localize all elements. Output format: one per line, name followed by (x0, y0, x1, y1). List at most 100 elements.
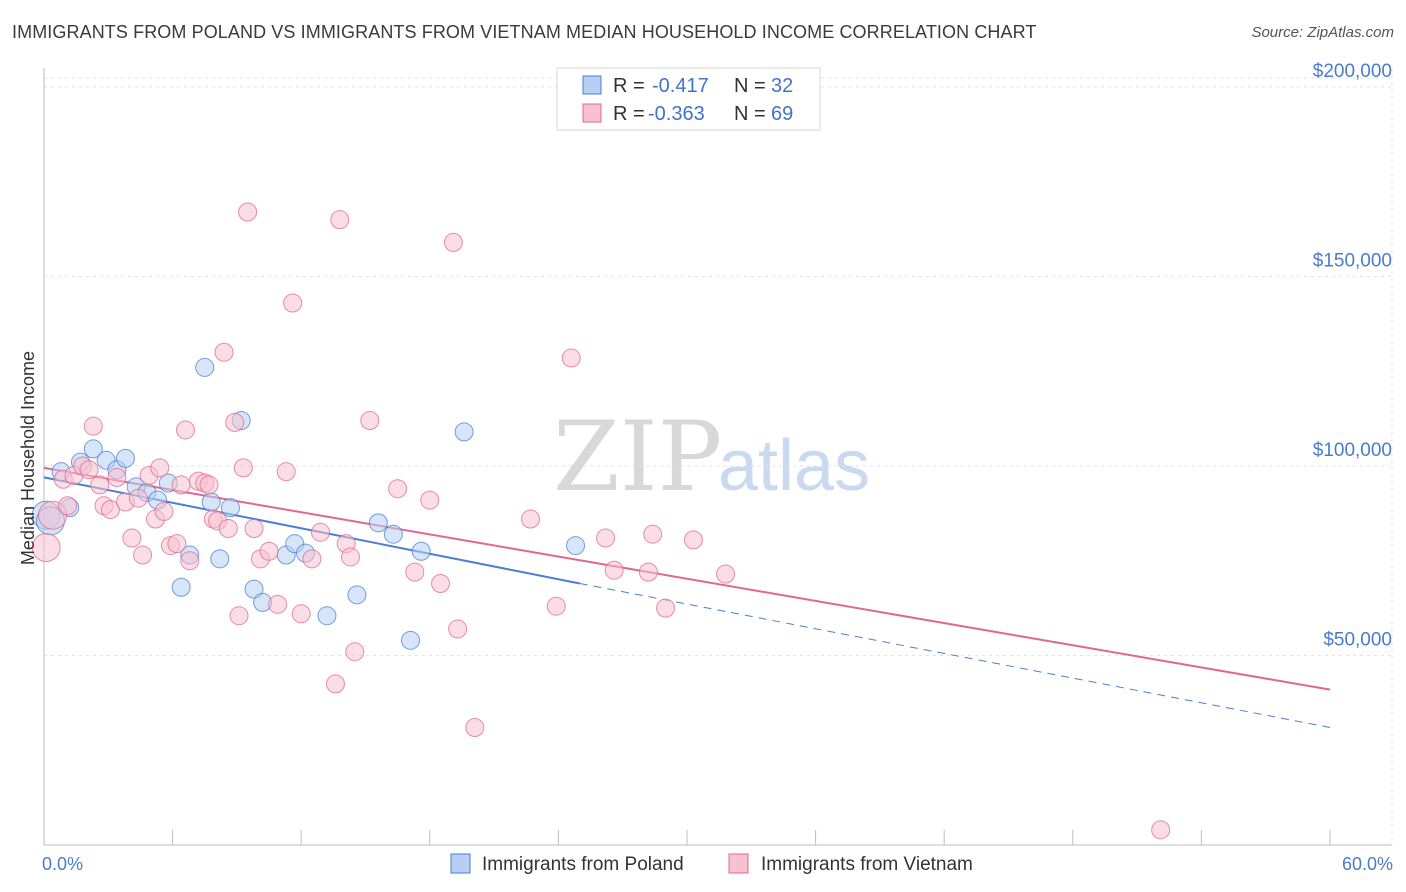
point-vietnam[interactable] (90, 475, 110, 495)
point-vietnam[interactable] (244, 519, 264, 539)
point-vietnam[interactable] (596, 528, 616, 548)
stats-n-label-vietnam: N = (734, 103, 766, 125)
point-vietnam[interactable] (133, 545, 153, 565)
point-vietnam[interactable] (100, 500, 120, 520)
point-vietnam[interactable] (107, 467, 127, 487)
point-vietnam[interactable] (325, 674, 345, 694)
point-vietnam[interactable] (310, 522, 330, 542)
point-poland[interactable] (454, 422, 474, 442)
y-axis-title: Median Household Income (18, 351, 38, 565)
point-poland[interactable] (401, 630, 421, 650)
point-poland[interactable] (201, 492, 221, 512)
point-vietnam[interactable] (716, 564, 736, 584)
legend-swatch-poland[interactable] (450, 853, 471, 874)
stats-swatch-vietnam (582, 103, 602, 123)
point-poland[interactable] (244, 579, 264, 599)
point-vietnam[interactable] (122, 528, 142, 548)
point-vietnam[interactable] (199, 475, 219, 495)
point-vietnam[interactable] (83, 416, 103, 436)
point-vietnam[interactable] (405, 562, 425, 582)
point-vietnam[interactable] (604, 560, 624, 580)
point-vietnam[interactable] (638, 562, 658, 582)
point-poland[interactable] (195, 357, 215, 377)
legend-label-vietnam[interactable]: Immigrants from Vietnam (761, 854, 973, 875)
point-vietnam[interactable] (420, 490, 440, 510)
point-poland[interactable] (368, 513, 388, 533)
point-poland[interactable] (383, 524, 403, 544)
point-vietnam[interactable] (302, 549, 322, 569)
point-vietnam[interactable] (259, 541, 279, 561)
point-vietnam[interactable] (150, 458, 170, 478)
point-vietnam[interactable] (443, 232, 463, 252)
point-vietnam[interactable] (154, 501, 174, 521)
point-vietnam[interactable] (683, 530, 703, 550)
y-tick-label: $150,000 (1313, 250, 1392, 271)
point-vietnam[interactable] (465, 718, 485, 738)
points-layer (31, 202, 1171, 840)
stats-n-value-poland: 32 (771, 75, 793, 97)
point-vietnam[interactable] (268, 594, 288, 614)
point-vietnam[interactable] (58, 496, 78, 516)
point-vietnam[interactable] (175, 420, 195, 440)
y-tick-label: $200,000 (1313, 61, 1392, 82)
point-vietnam[interactable] (340, 547, 360, 567)
labels-layer: $50,000 $100,000 $150,000 $200,000 0.0% 60.0% (42, 61, 1393, 874)
point-vietnam[interactable] (546, 596, 566, 616)
point-vietnam[interactable] (388, 479, 408, 499)
axes-layer (43, 68, 1392, 846)
point-vietnam[interactable] (238, 202, 258, 222)
point-vietnam[interactable] (448, 619, 468, 639)
point-vietnam[interactable] (31, 532, 61, 562)
stats-n-label-poland: N = (734, 75, 766, 97)
y-tick-label: $50,000 (1323, 629, 1392, 650)
stats-r-label-vietnam: R = (613, 103, 645, 125)
point-vietnam[interactable] (561, 348, 581, 368)
point-vietnam[interactable] (330, 210, 350, 230)
point-poland[interactable] (317, 606, 337, 626)
point-vietnam[interactable] (656, 598, 676, 618)
point-poland[interactable] (411, 541, 431, 561)
watermark-zip: ZIP (553, 401, 722, 513)
point-vietnam[interactable] (171, 475, 191, 495)
point-vietnam[interactable] (128, 488, 148, 508)
point-vietnam[interactable] (233, 458, 253, 478)
trendline-extension-poland (579, 582, 1331, 728)
point-poland[interactable] (83, 439, 103, 459)
watermark: ZIP atlas (553, 401, 870, 513)
stats-r-value-vietnam: -0.363 (648, 103, 705, 125)
point-poland[interactable] (115, 448, 135, 468)
point-vietnam[interactable] (431, 573, 451, 593)
point-vietnam[interactable] (214, 342, 234, 362)
legend-label-poland[interactable]: Immigrants from Poland (482, 854, 684, 875)
point-vietnam[interactable] (225, 412, 245, 432)
point-vietnam[interactable] (1151, 820, 1171, 840)
legend: Immigrants from Poland Immigrants from V… (450, 853, 973, 875)
point-poland[interactable] (566, 536, 586, 556)
point-poland[interactable] (347, 585, 367, 605)
stats-box: R = -0.417 N = 32 R = -0.363 N = 69 (556, 67, 821, 131)
point-vietnam[interactable] (643, 524, 663, 544)
point-vietnam[interactable] (276, 462, 296, 482)
point-vietnam[interactable] (167, 534, 187, 554)
point-vietnam[interactable] (229, 606, 249, 626)
point-vietnam[interactable] (345, 642, 365, 662)
stats-swatch-poland (582, 75, 602, 95)
point-poland[interactable] (210, 549, 230, 569)
point-vietnam[interactable] (283, 293, 303, 313)
x-tick-label: 60.0% (1342, 854, 1393, 874)
stats-r-label-poland: R = (613, 75, 645, 97)
point-poland[interactable] (220, 498, 240, 518)
stats-n-value-vietnam: 69 (771, 103, 793, 125)
point-vietnam[interactable] (521, 509, 541, 529)
chart-title: IMMIGRANTS FROM POLAND VS IMMIGRANTS FRO… (12, 22, 1037, 42)
y-tick-label: $100,000 (1313, 440, 1392, 461)
point-poland[interactable] (171, 577, 191, 597)
point-vietnam[interactable] (360, 410, 380, 430)
point-vietnam[interactable] (291, 604, 311, 624)
legend-swatch-vietnam[interactable] (728, 853, 749, 874)
point-vietnam[interactable] (180, 551, 200, 571)
point-vietnam[interactable] (218, 519, 238, 539)
trendline-vietnam (43, 466, 1331, 691)
point-vietnam[interactable] (79, 460, 99, 480)
